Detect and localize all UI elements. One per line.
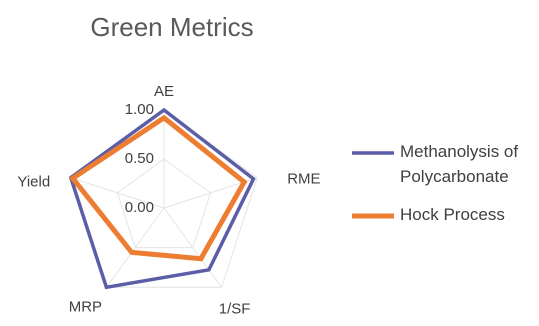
- grid-ring: [116, 158, 212, 249]
- axis-label: RME: [287, 171, 320, 188]
- radar-series: [68, 107, 256, 290]
- axis-label: AE: [154, 83, 174, 100]
- legend-entry: Hock Process: [400, 205, 505, 224]
- grid-spoke: [70, 177, 165, 209]
- tick-label: 0.00: [125, 199, 154, 216]
- chart-legend: Methanolysis of Polycarbonate Hock Process: [352, 142, 518, 224]
- axis-label: MRP: [69, 298, 102, 315]
- tick-labels: 0.00 0.50 1.00: [125, 101, 154, 216]
- chart-title: Green Metrics: [90, 12, 253, 42]
- tick-label: 1.00: [125, 101, 154, 118]
- grid-spoke: [163, 207, 223, 288]
- axis-label: Yield: [17, 174, 50, 191]
- legend-entry: Methanolysis of Polycarbonate: [400, 142, 518, 186]
- series-polygon: [68, 107, 256, 290]
- grid-spoke: [105, 207, 165, 288]
- axis-label: 1/SF: [219, 300, 251, 317]
- axis-labels: AE RME 1/SF MRP Yield: [17, 83, 320, 317]
- series-polygon: [69, 114, 248, 262]
- tick-label: 0.50: [125, 150, 154, 167]
